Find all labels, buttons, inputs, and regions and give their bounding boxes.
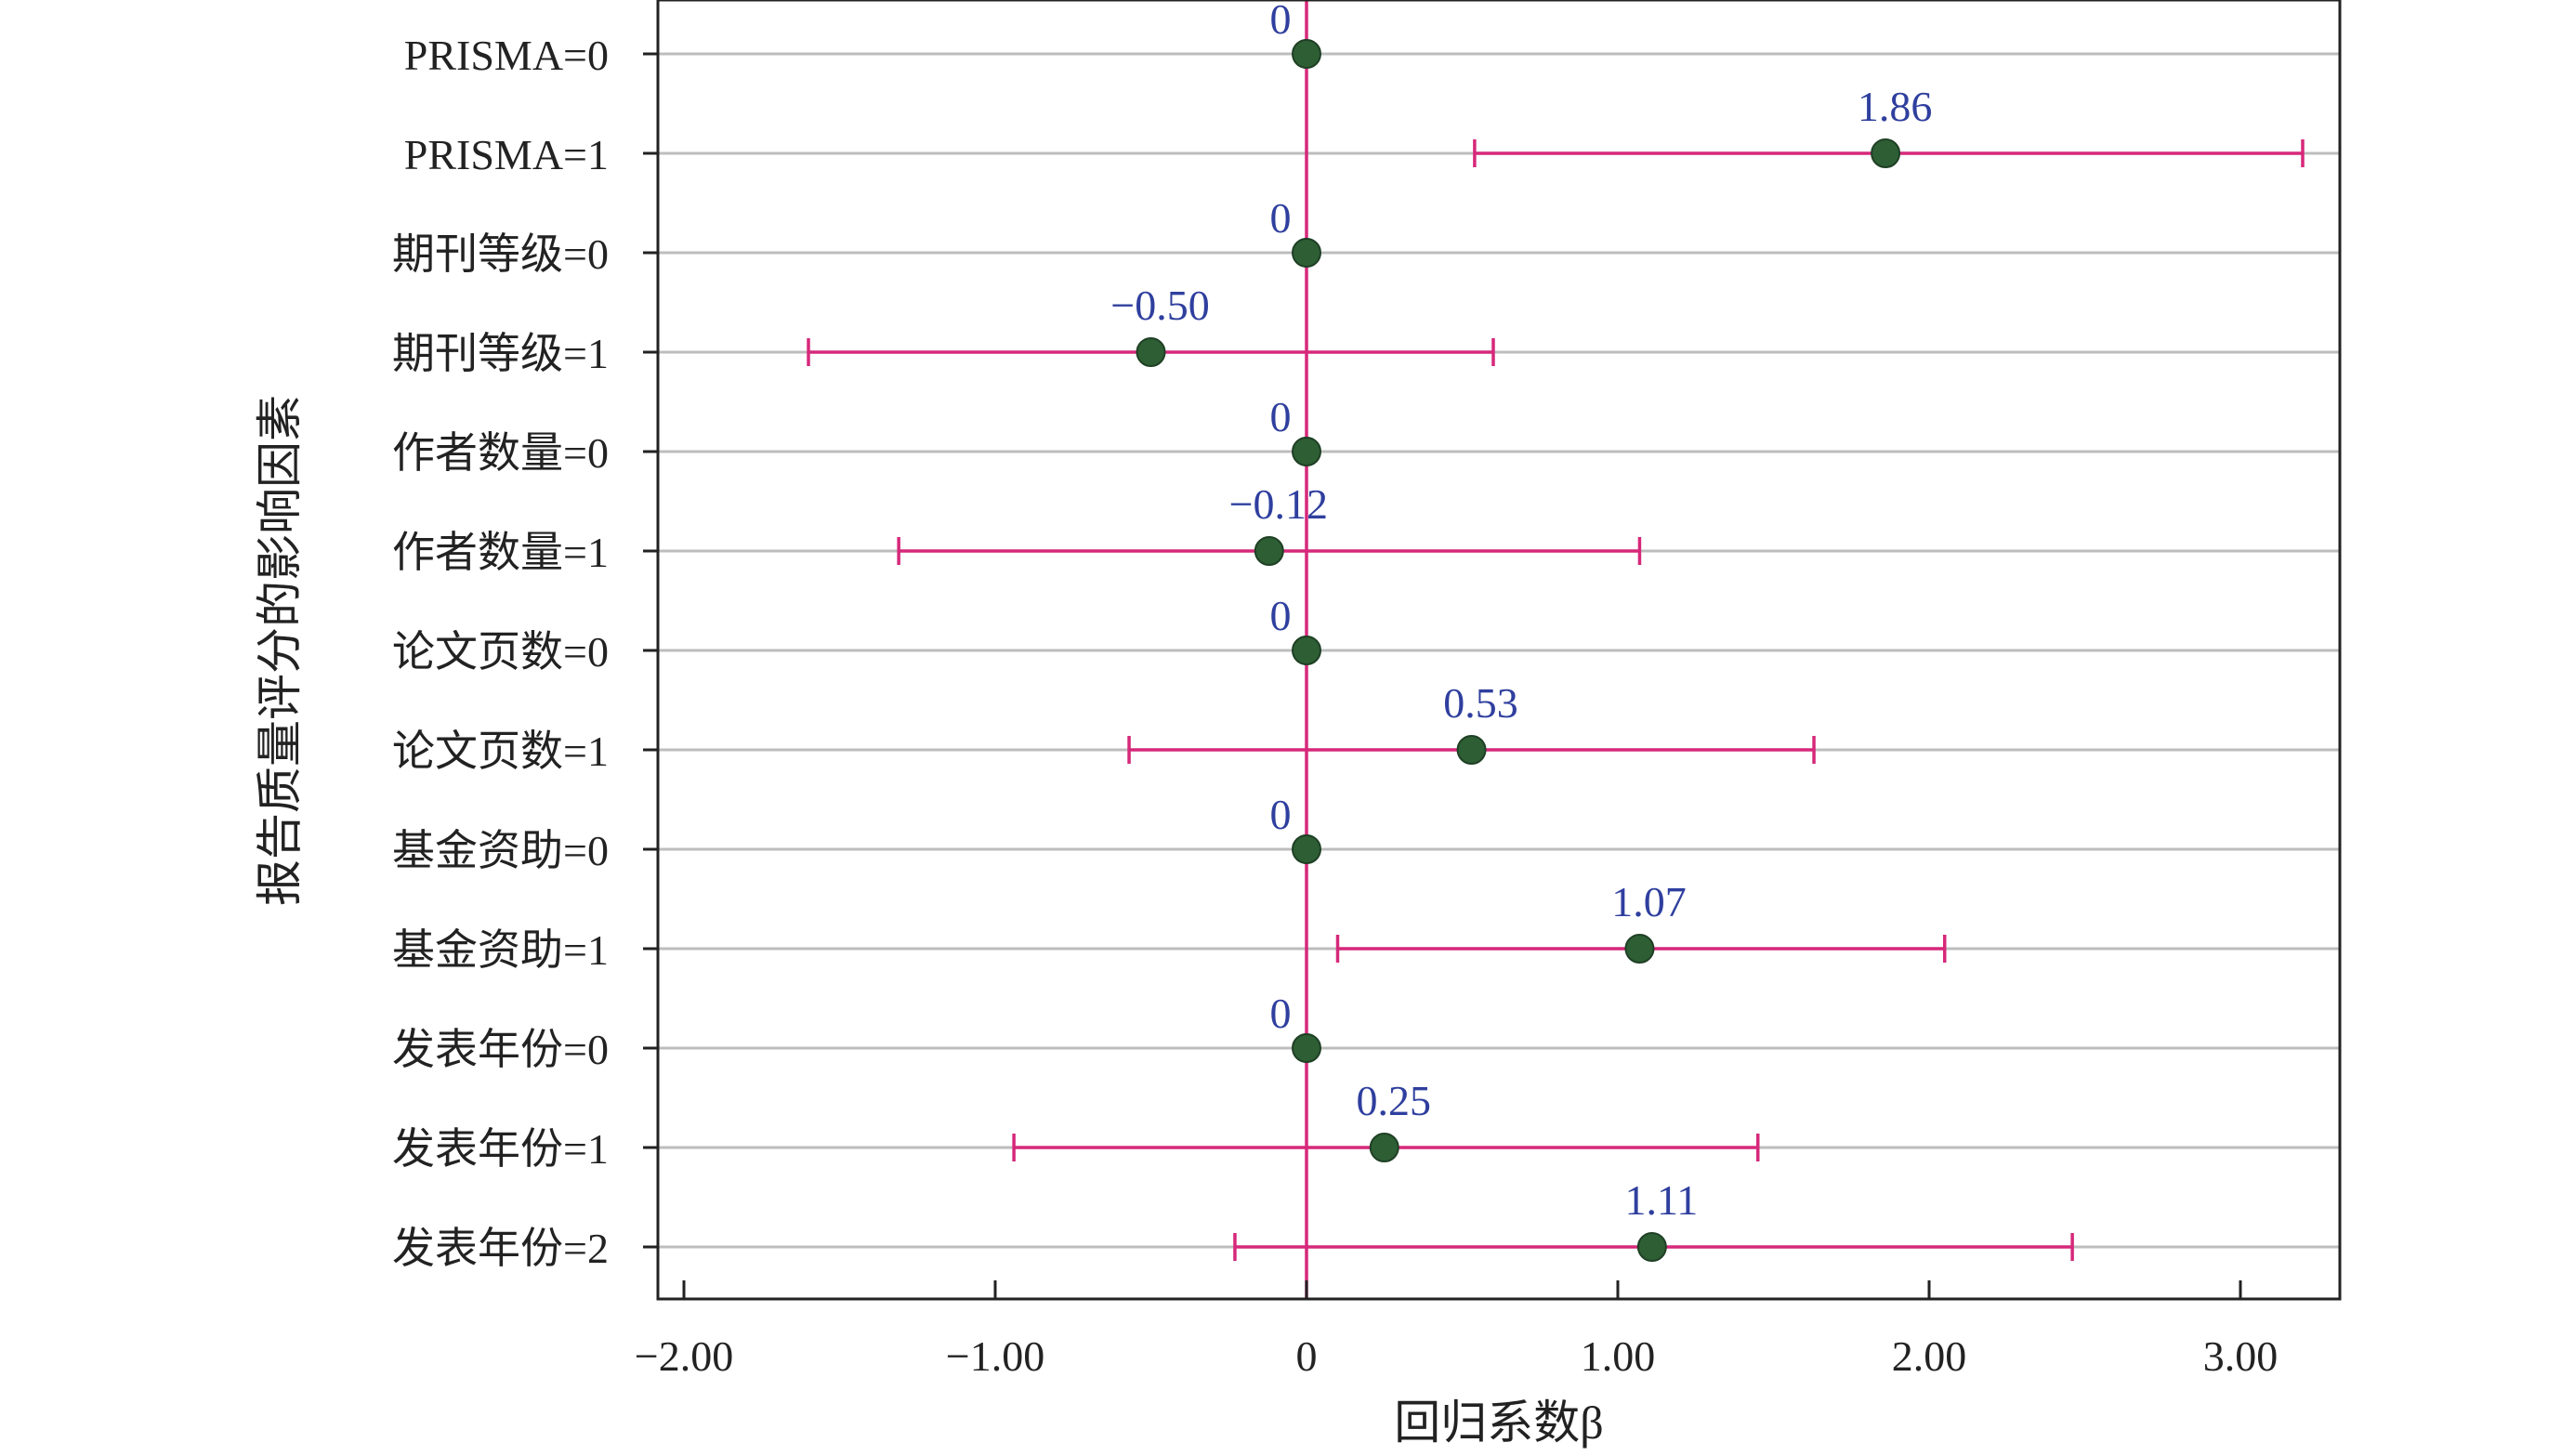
estimate-point	[1369, 1133, 1399, 1162]
estimate-point	[1456, 735, 1487, 765]
x-tick-label: 3.00	[2203, 1332, 2279, 1380]
y-tick-label: 期刊等级=1	[392, 330, 609, 377]
estimate-point	[1292, 437, 1321, 466]
x-tick-label: 1.00	[1581, 1332, 1656, 1380]
y-tick-label: 基金资助=0	[392, 827, 609, 874]
y-axis: PRISMA=0 PRISMA=1 期刊等级=0 期刊等级=1 作者数量=0 作者数量=1…	[392, 32, 658, 1272]
estimate-point	[1136, 337, 1166, 367]
x-tick-label: 0	[1296, 1332, 1318, 1380]
value-label: 0	[1270, 194, 1292, 242]
estimate-point	[1292, 636, 1321, 665]
value-label: 1.07	[1611, 878, 1687, 925]
estimate-point	[1871, 138, 1901, 168]
value-label: 0.53	[1443, 679, 1518, 727]
x-axis-title: 回归系数β	[1394, 1397, 1603, 1449]
estimate-point	[1292, 834, 1321, 864]
y-tick-label: 发表年份=1	[392, 1125, 609, 1173]
y-axis-title: 报告质量评分的影响因素	[254, 395, 306, 906]
value-labels: 0 1.86 0 −0.50 0 −0.12 0 0.53 0 1.07 0 0.25 1.11	[1110, 0, 1932, 1224]
value-label: −0.50	[1110, 282, 1209, 329]
y-tick-label: PRISMA=0	[404, 32, 609, 79]
y-tick-label: 基金资助=1	[392, 926, 609, 974]
y-tick-label: 作者数量=1	[392, 529, 609, 576]
y-tick-label: 发表年份=0	[392, 1026, 609, 1073]
y-tick-label: 发表年份=2	[392, 1225, 609, 1272]
x-axis: −2.00 −1.00 0 1.00 2.00 3.00	[635, 1280, 2278, 1380]
estimate-point	[1636, 1232, 1667, 1262]
value-label: 0	[1270, 0, 1292, 43]
x-tick-label: −1.00	[946, 1332, 1044, 1380]
x-tick-label: 2.00	[1892, 1332, 1967, 1380]
estimate-point	[1254, 536, 1284, 566]
value-label: 0	[1270, 592, 1292, 639]
estimate-point	[1292, 1033, 1321, 1063]
y-tick-label: PRISMA=1	[404, 131, 609, 178]
estimate-points	[1136, 39, 1901, 1262]
value-label: 1.11	[1624, 1176, 1698, 1224]
confidence-intervals	[807, 139, 2305, 1261]
x-tick-label: −2.00	[635, 1332, 733, 1380]
value-label: 0	[1270, 990, 1292, 1037]
value-label: 0.25	[1357, 1077, 1432, 1124]
estimate-point	[1292, 39, 1321, 69]
y-tick-label: 期刊等级=0	[392, 230, 609, 278]
y-tick-label: 论文页数=1	[392, 728, 609, 775]
y-tick-label: 作者数量=0	[392, 429, 609, 477]
value-label: −0.12	[1229, 480, 1328, 528]
y-tick-label: 论文页数=0	[392, 628, 609, 676]
value-label: 0	[1270, 393, 1292, 440]
grid-lines	[658, 52, 2340, 1249]
estimate-point	[1624, 934, 1655, 964]
estimate-point	[1292, 238, 1321, 268]
value-label: 1.86	[1858, 83, 1933, 130]
value-label: 0	[1270, 791, 1292, 838]
